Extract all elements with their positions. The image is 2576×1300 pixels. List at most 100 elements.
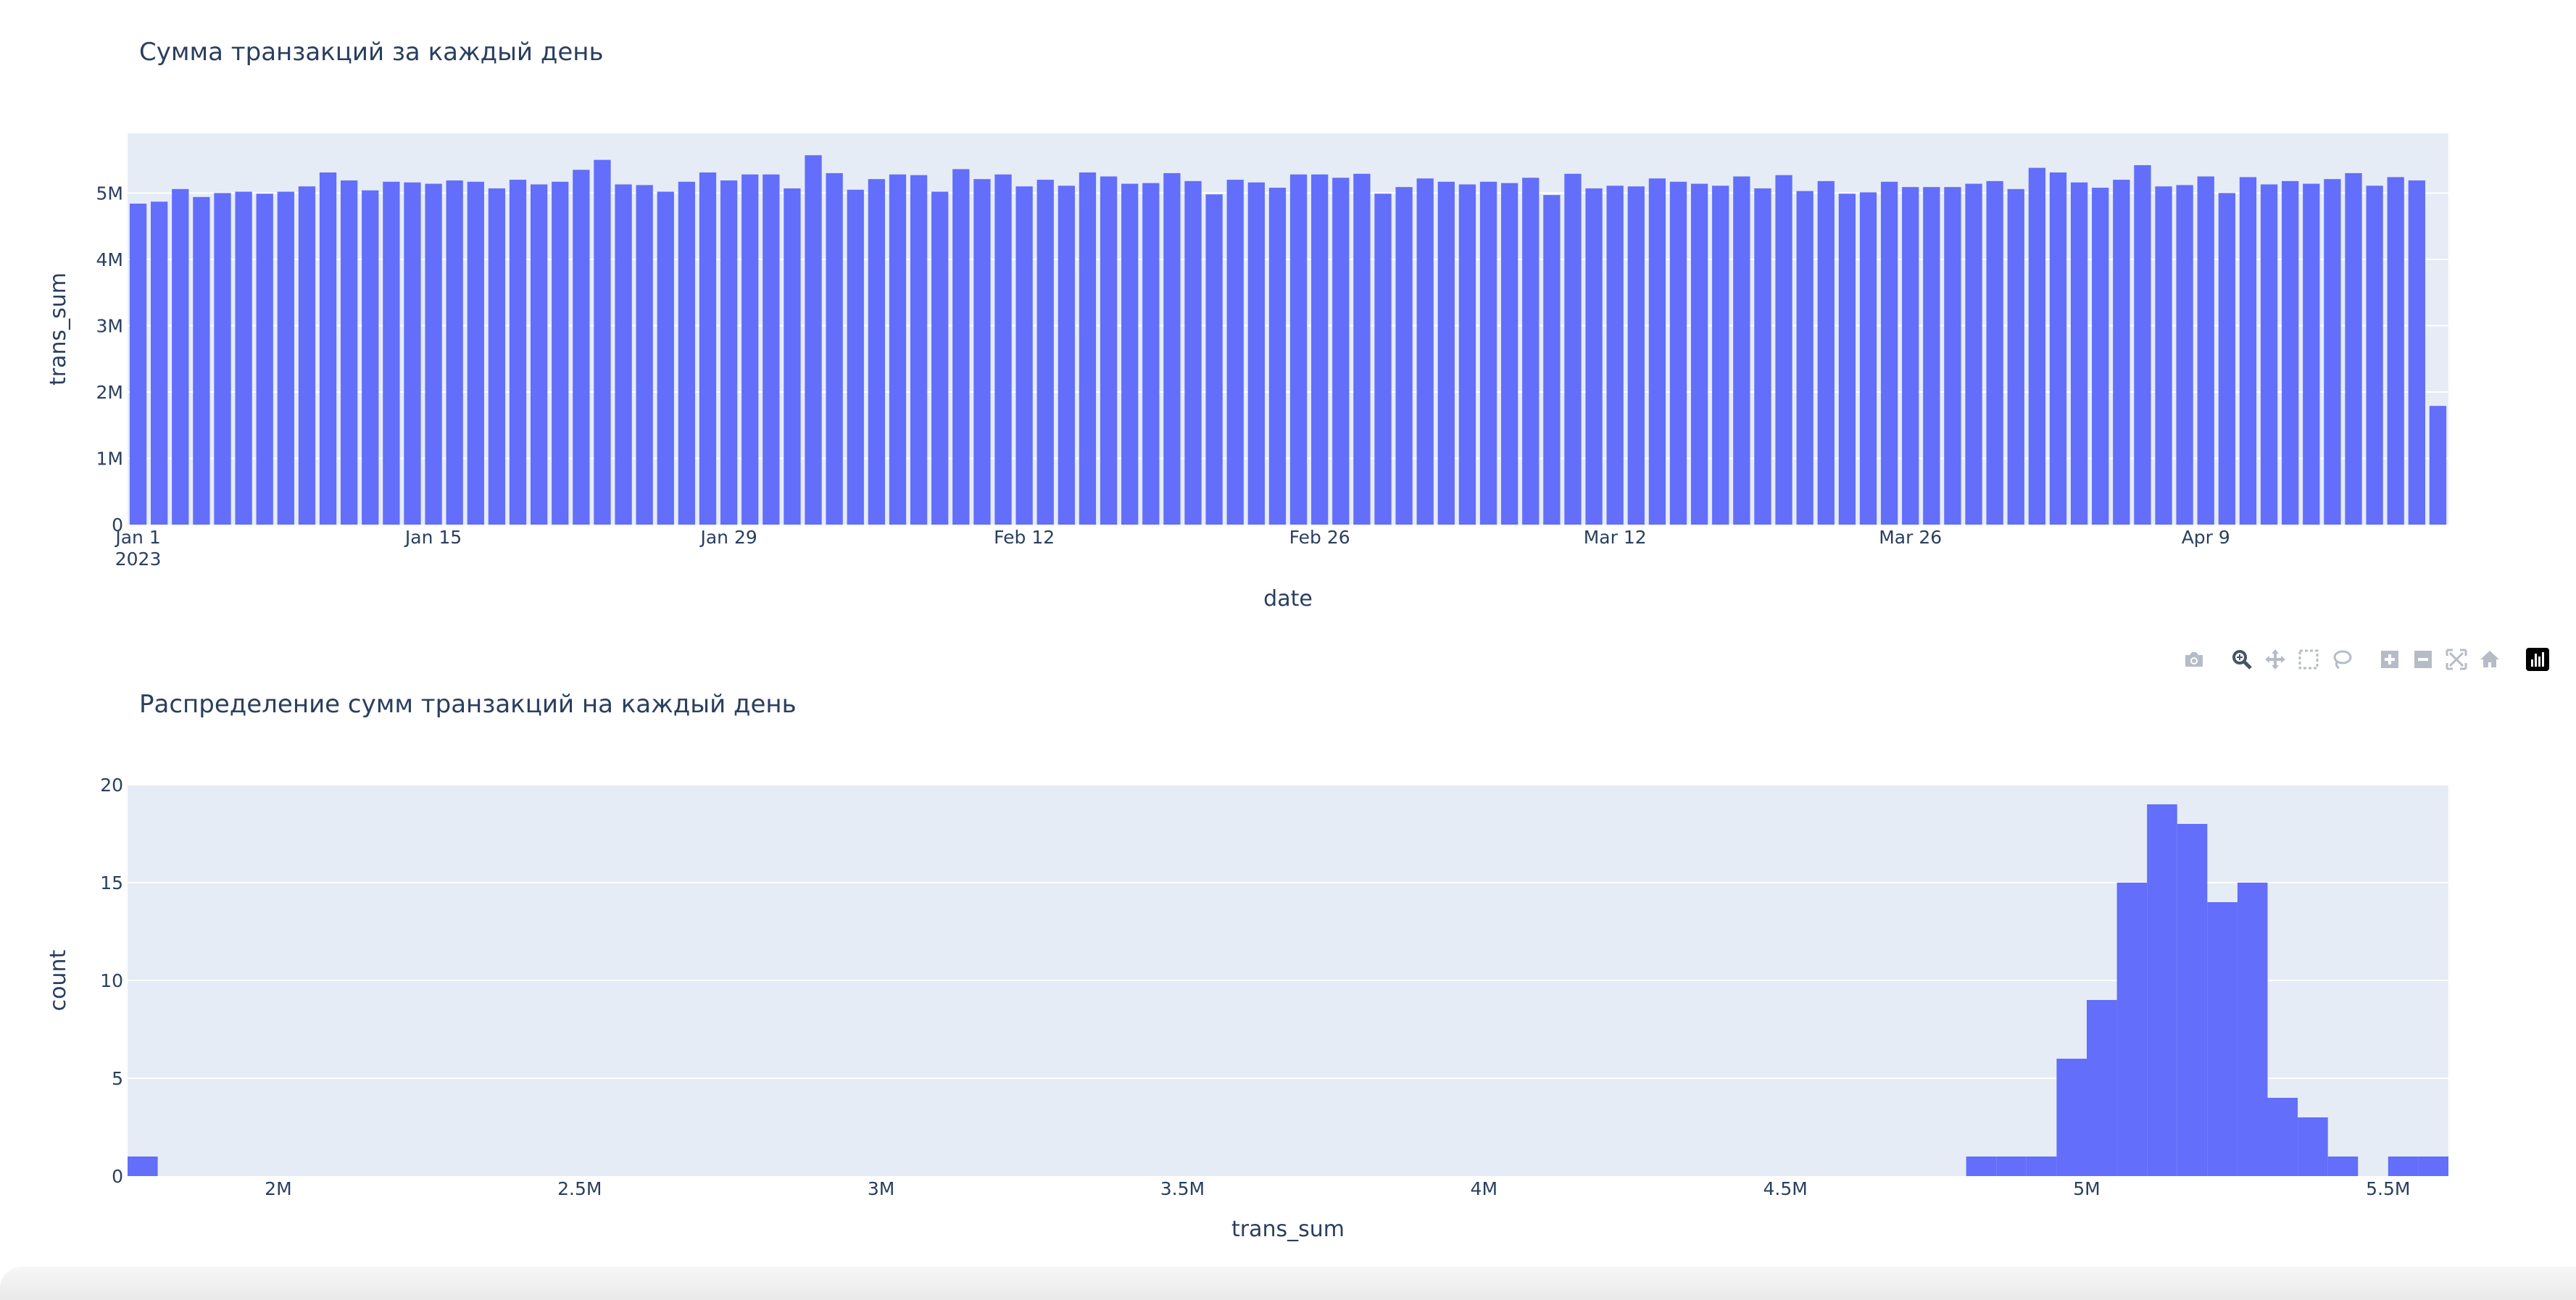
chart-1-bar xyxy=(741,174,759,525)
chart-1-bar xyxy=(1247,182,1265,525)
chart-1-bar xyxy=(214,193,231,525)
chart-1-bar xyxy=(1669,181,1687,525)
modebar xyxy=(2177,643,2554,675)
chart-1-bar xyxy=(1522,178,1540,525)
chart-1-bar xyxy=(1121,183,1139,525)
chart-1-bar xyxy=(1479,181,1497,525)
chart-1-bar xyxy=(1332,178,1350,525)
chart-2-title: Распределение сумм транзакций на каждый … xyxy=(139,690,797,719)
zoom-icon[interactable] xyxy=(2225,643,2259,675)
chart-1-bar xyxy=(826,172,843,525)
chart-1-bar xyxy=(1965,183,1982,525)
pan-icon[interactable] xyxy=(2259,643,2292,675)
chart-1-bar xyxy=(763,174,780,525)
chart-1-bar xyxy=(172,188,189,525)
reset-axes-icon[interactable] xyxy=(2473,643,2506,675)
chart-1-bar xyxy=(1859,192,1877,525)
chart-1-bar xyxy=(2429,406,2447,525)
chart-1-bar xyxy=(2366,186,2383,525)
chart-1-bar xyxy=(1416,178,1434,525)
chart-1-bar xyxy=(1796,191,1813,525)
chart-1-bar xyxy=(973,179,991,525)
chart-1-bar xyxy=(341,180,358,525)
chart-1-bar xyxy=(889,174,907,525)
chart-2-bar xyxy=(2177,824,2208,1176)
window-bottom-edge xyxy=(0,1267,2576,1300)
zoom-in-icon[interactable] xyxy=(2373,643,2406,675)
chart-1-bar xyxy=(509,180,527,525)
chart-1-x-tick-label: Jan 1 xyxy=(114,527,160,548)
chart-1-bar xyxy=(2387,177,2404,525)
chart-1-bar xyxy=(784,188,801,525)
chart-1-bar xyxy=(1543,195,1561,525)
chart-1-bar xyxy=(1880,181,1898,525)
chart-1-bar xyxy=(2239,177,2257,525)
chart-1-y-tick-label: 1M xyxy=(96,448,123,469)
chart-2: Распределение сумм транзакций на каждый … xyxy=(46,690,2448,1242)
plotly-logo-icon[interactable] xyxy=(2521,643,2554,675)
chart-2-bar xyxy=(2237,883,2268,1176)
chart-1-bar xyxy=(1184,180,1202,525)
chart-1-bar xyxy=(404,182,421,525)
chart-2-bars[interactable] xyxy=(128,804,2448,1176)
chart-1-bar xyxy=(1100,176,1118,525)
chart-1-x-tick-label: Apr 9 xyxy=(2182,527,2230,548)
chart-1-bar xyxy=(1079,172,1097,525)
chart-1-bar xyxy=(2007,188,2024,525)
chart-1-bar xyxy=(657,191,674,525)
chart-1-x-tick-label: Jan 29 xyxy=(699,527,757,548)
chart-2-y-tick-label: 0 xyxy=(112,1166,123,1187)
chart-1-bar xyxy=(847,189,864,525)
chart-2-x-tick-label: 2M xyxy=(265,1178,291,1199)
chart-1-bar xyxy=(1585,188,1603,525)
chart-2-y-tick-label: 10 xyxy=(100,970,123,991)
chart-1-bar xyxy=(1564,173,1582,525)
chart-1-bar xyxy=(952,169,970,525)
chart-1-y-ticks: 0 1M 2M 3M 4M 5M xyxy=(96,183,123,536)
chart-1-bar xyxy=(2028,167,2046,525)
chart-1-x-tick-label: Feb 12 xyxy=(994,527,1055,548)
chart-1-bar xyxy=(1902,187,1919,525)
camera-icon[interactable] xyxy=(2177,643,2211,675)
chart-1-bar xyxy=(1627,186,1645,525)
chart-1-bar xyxy=(2408,180,2425,525)
chart-1-bar xyxy=(2282,180,2299,525)
chart-2-x-tick-label: 5M xyxy=(2073,1178,2100,1199)
lasso-select-icon[interactable] xyxy=(2325,643,2359,675)
chart-1-bar xyxy=(1374,193,1392,525)
chart-2-bar xyxy=(2116,883,2148,1176)
chart-2-bar xyxy=(2207,902,2238,1176)
chart-1-bar xyxy=(1458,184,1476,525)
chart-2-x-tick-label: 3.5M xyxy=(1160,1178,1205,1199)
zoom-out-icon[interactable] xyxy=(2406,643,2440,675)
chart-1-bar xyxy=(1268,188,1287,525)
chart-2-y-tick-label: 15 xyxy=(100,872,123,893)
chart-1-y-tick-label: 3M xyxy=(96,315,123,336)
chart-1-bar xyxy=(1226,180,1244,525)
chart-2-x-ticks: 2M 2.5M 3M 3.5M 4M 4.5M 5M 5.5M xyxy=(265,1178,2410,1199)
chart-1-bar xyxy=(1817,180,1835,525)
chart-2-bar xyxy=(2147,804,2177,1176)
chart-1-bar xyxy=(446,180,463,525)
chart-1-bar xyxy=(235,191,252,525)
chart-1-bar xyxy=(1923,187,1940,525)
box-select-icon[interactable] xyxy=(2292,643,2325,675)
chart-1-bar xyxy=(699,172,717,525)
chart-2-bar xyxy=(2298,1117,2328,1176)
chart-1-bar xyxy=(910,175,928,525)
chart-2-x-tick-label: 4M xyxy=(1471,1178,1497,1199)
chart-1-bar xyxy=(1733,176,1750,525)
chart-1-bar xyxy=(2324,179,2341,525)
chart-1-bar xyxy=(129,204,147,525)
chart-1-bar xyxy=(678,181,696,525)
chart-1-bars[interactable] xyxy=(129,155,2447,525)
chart-2-bar xyxy=(2267,1098,2298,1176)
chart-1-bar xyxy=(2134,164,2151,525)
chart-1-bar xyxy=(1838,193,1856,525)
chart-1-bar xyxy=(362,190,379,525)
chart-1-x-tick-sublabel: 2023 xyxy=(115,549,162,570)
chart-1-bar xyxy=(1754,188,1771,525)
chart-1-bar xyxy=(2092,188,2109,525)
autoscale-icon[interactable] xyxy=(2440,643,2473,675)
